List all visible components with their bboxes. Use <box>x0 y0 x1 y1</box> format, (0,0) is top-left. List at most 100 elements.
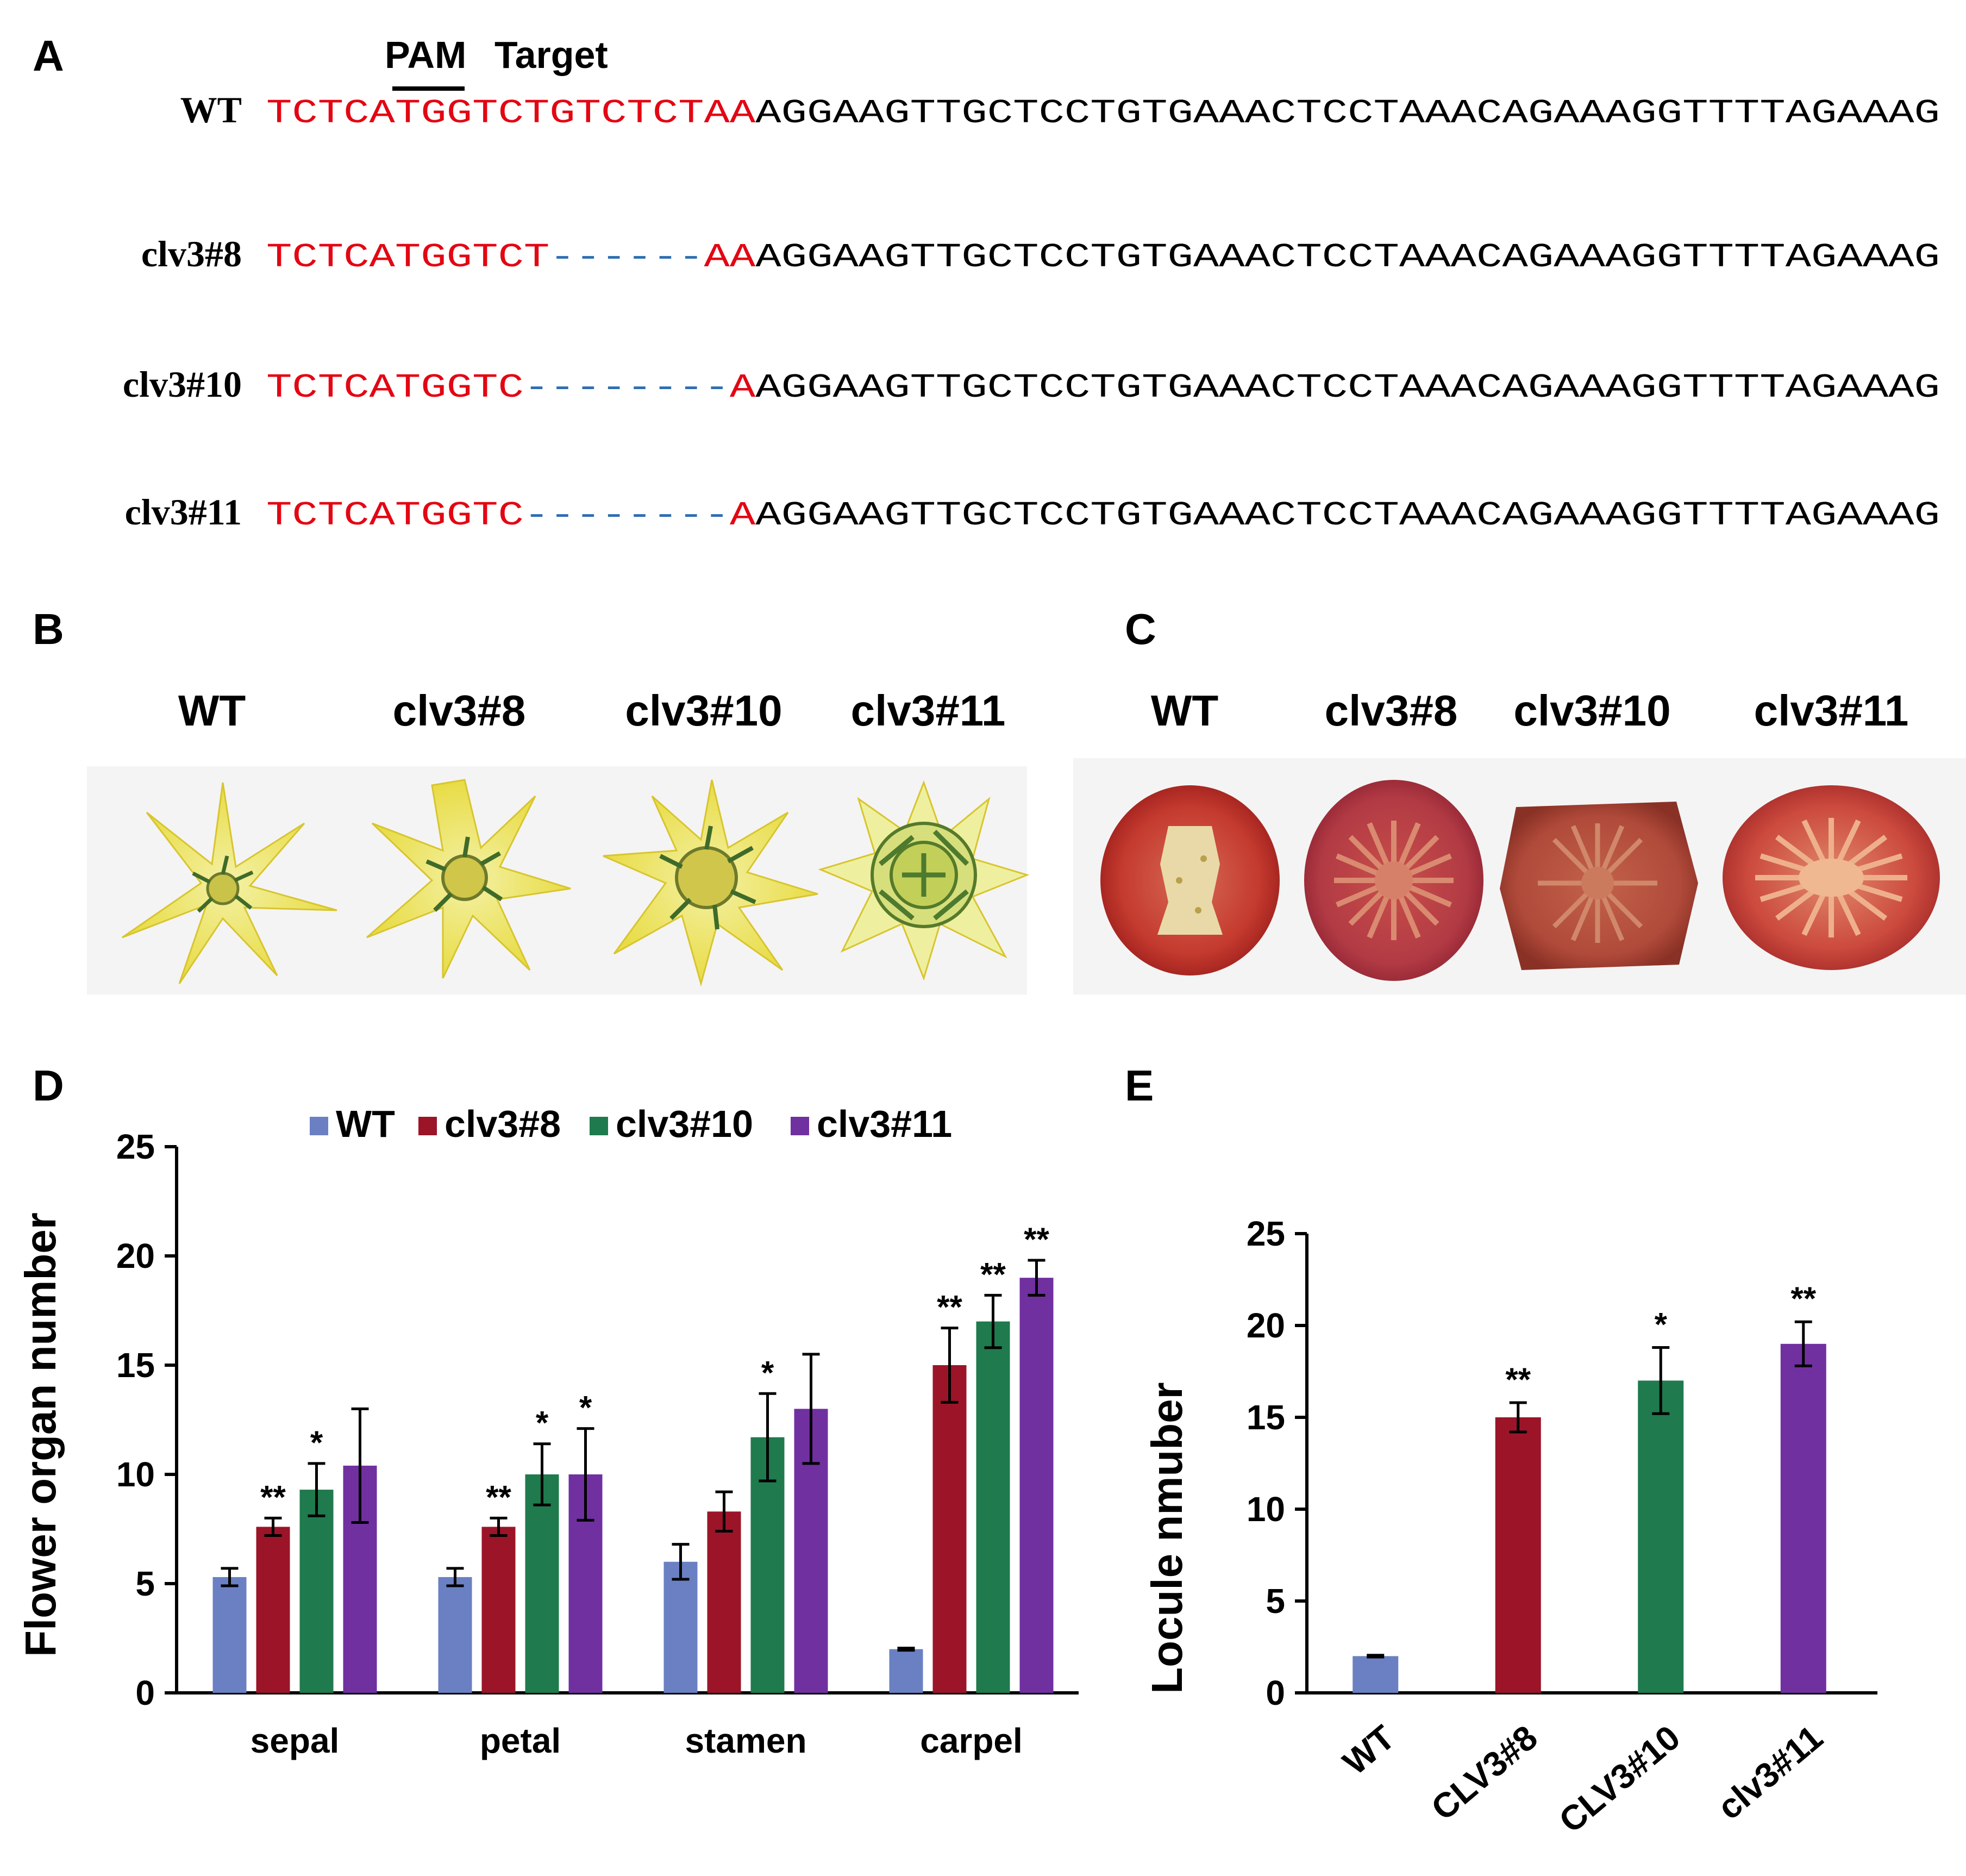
seq-flank: AGGAAGTTGCTCCTGTGAAACTCCTAAACAGAAAGGTTTT… <box>755 368 1940 407</box>
fruit-clv3-11 <box>1723 785 1940 970</box>
chart-e-bar-WT <box>1353 1656 1399 1693</box>
seq-flank: AGGAAGTTGCTCCTGTGAAACTCCTAAACAGAAAGGTTTT… <box>755 496 1940 535</box>
chart-e-y-tick-label: 5 <box>1266 1581 1285 1621</box>
chart-d-legend-label: clv3#8 <box>444 1103 561 1145</box>
flower-clv3-11 <box>818 780 1030 981</box>
chart-d-legend-swatch <box>791 1117 809 1135</box>
chart-d-bar-sepal-clv3-8 <box>256 1527 290 1693</box>
seq-row-sequence: TCTCATGGTC -------- A AGGAAGTTGCTCCTGTGAAAC… <box>266 496 1940 535</box>
chart-e-significance: ** <box>1505 1361 1531 1398</box>
fruit-label-clv3-10: clv3#10 <box>1513 686 1670 735</box>
chart-e-significance: * <box>1655 1306 1668 1343</box>
chart-e-significance: ** <box>1790 1280 1816 1317</box>
chart-e-y-tick-label: 10 <box>1247 1490 1285 1529</box>
chart-e-y-tick-label: 0 <box>1266 1673 1285 1712</box>
seq-row-sequence: TCTCATGGTCT ------ AA AGGAAGTTGCTCCTGTGAAAC… <box>266 238 1940 277</box>
seq-target-right: A <box>730 368 756 407</box>
chart-e-x-tick-label: clv3#11 <box>1710 1718 1830 1828</box>
chart-d-bar-carpel-clv3-8 <box>932 1365 967 1693</box>
chart-d-y-tick-label: 10 <box>116 1455 155 1494</box>
fruit-clv3-10 <box>1500 802 1698 970</box>
seq-row-label: WT <box>180 89 242 130</box>
chart-e-x-tick-label: WT <box>1336 1718 1403 1783</box>
flower-label-wt: WT <box>178 686 246 735</box>
seq-row-sequence: TCTCATGGTCTGTCTCTAA AGGAAGTTGCTCCTGTGAAAC… <box>266 94 1940 133</box>
chart-d-legend-swatch <box>418 1117 437 1135</box>
fruit-label-wt: WT <box>1151 686 1219 735</box>
chart-d-legend-swatch <box>310 1117 328 1135</box>
chart-d-significance: * <box>579 1390 592 1426</box>
flower-label-clv3-8: clv3#8 <box>393 686 526 735</box>
panel-label-e: E <box>1125 1061 1154 1110</box>
seq-deletion-gap: -------- <box>524 496 730 535</box>
seq-row-label: clv3#10 <box>123 364 242 405</box>
chart-e-x-tick-label: CLV3#8 <box>1424 1718 1544 1828</box>
seq-target-left: TCTCATGGTC <box>266 496 524 535</box>
seq-target-right: AA <box>704 238 756 277</box>
seq-target-left: TCTCATGGTC <box>266 368 524 407</box>
flower-wt <box>122 782 337 984</box>
chart-d-x-tick-label: carpel <box>920 1721 1023 1760</box>
chart-d-bar-petal-clv3-10 <box>525 1474 559 1693</box>
seq-target-right: A <box>730 496 756 535</box>
chart-d-y-tick-label: 15 <box>116 1346 155 1385</box>
chart-e-y-tick-label: 25 <box>1247 1214 1285 1253</box>
panel-label-d: D <box>33 1061 64 1110</box>
flower-label-clv3-10: clv3#10 <box>625 686 782 735</box>
chart-e-x-tick-label: CLV3#10 <box>1551 1718 1687 1841</box>
panel-d: D Flower organ number 0510152025***sepal… <box>16 1061 1079 1760</box>
chart-d-bar-stamen-WT <box>663 1561 698 1693</box>
fruit-label-clv3-8: clv3#8 <box>1325 686 1458 735</box>
chart-d-significance: ** <box>486 1479 511 1515</box>
chart-d-y-tick-label: 5 <box>135 1564 155 1603</box>
chart-d-bar-carpel-clv3-11 <box>1019 1278 1054 1693</box>
chart-d-significance: * <box>310 1424 323 1461</box>
chart-d-ylabel: Flower organ number <box>16 1212 65 1657</box>
chart-d-y-tick-label: 25 <box>116 1127 155 1166</box>
seq-target-left: TCTCATGGTCT <box>266 238 549 277</box>
fruit-label-clv3-11: clv3#11 <box>1754 686 1909 735</box>
flower-clv3-10 <box>603 779 818 987</box>
seq-flank: AGGAAGTTGCTCCTGTGAAACTCCTAAACAGAAAGGTTTT… <box>755 94 1940 133</box>
chart-d-x-tick-label: stamen <box>685 1721 806 1760</box>
chart-d-bar-sepal-clv3-10 <box>299 1490 334 1693</box>
chart-d-bar-petal-clv3-8 <box>481 1527 516 1693</box>
chart-d-legend-label: clv3#11 <box>817 1103 952 1145</box>
chart-d-significance: ** <box>937 1289 962 1325</box>
panel-label-b: B <box>33 605 64 653</box>
chart-d-x-tick-label: petal <box>480 1721 561 1760</box>
chart-d-significance: * <box>761 1354 774 1391</box>
panel-c: C WT clv3#8 clv3#10 clv3#11 <box>1073 605 1966 995</box>
seq-flank: AGGAAGTTGCTCCTGTGAAACTCCTAAACAGAAAGGTTTT… <box>755 238 1940 277</box>
fruit-clv3-8 <box>1304 780 1483 981</box>
panel-a: A PAM Target WT TCTCATGGTCTGTCTCTAA AGGAAG… <box>33 32 1940 535</box>
chart-e-y-tick-label: 15 <box>1247 1398 1285 1437</box>
seq-target-left: TCTCATGGTCTGTCTCTAA <box>266 94 756 133</box>
chart-d-bar-petal-WT <box>438 1577 472 1693</box>
panel-b: B WT clv3#8 clv3#10 clv3#11 <box>33 605 1030 995</box>
chart-e-bar-CLV3-8 <box>1495 1417 1541 1693</box>
chart-d-x-tick-label: sepal <box>251 1721 340 1760</box>
seq-row-label: clv3#11 <box>125 491 242 533</box>
chart-d-legend-label: clv3#10 <box>616 1103 753 1145</box>
chart-e-ylabel: Locule nmuber <box>1143 1382 1191 1693</box>
chart-d-bar-carpel-clv3-10 <box>976 1321 1010 1693</box>
chart-d-legend-label: WT <box>336 1103 395 1145</box>
seq-deletion-gap: -------- <box>524 368 730 407</box>
chart-d-significance: * <box>536 1405 549 1441</box>
chart-e: 0 5 10 15 20 25 WT ** CLV3#8 * CLV3#10 ** clv3#11 <box>1247 1214 1877 1840</box>
chart-e-bar-CLV3-10 <box>1638 1380 1684 1693</box>
chart-d-y-tick-label: 0 <box>135 1673 155 1712</box>
chart-d-significance: ** <box>980 1256 1006 1292</box>
chart-d-bar-stamen-clv3-8 <box>707 1511 741 1693</box>
panel-label-a: A <box>33 32 64 80</box>
sequence-alignment: WT TCTCATGGTCTGTCTCTAA AGGAAGTTGCTCCTGTGAA… <box>123 89 1940 535</box>
pam-label: PAM <box>385 34 466 76</box>
chart-d-y-tick-label: 20 <box>116 1236 155 1275</box>
chart-d-legend-swatch <box>590 1117 608 1135</box>
panel-e: E Locule nmuber 0 5 10 15 20 25 WT ** CLV3#8 * CLV… <box>1125 1061 1877 1840</box>
fruit-wt <box>1100 785 1280 975</box>
chart-d-significance: ** <box>1024 1221 1049 1258</box>
